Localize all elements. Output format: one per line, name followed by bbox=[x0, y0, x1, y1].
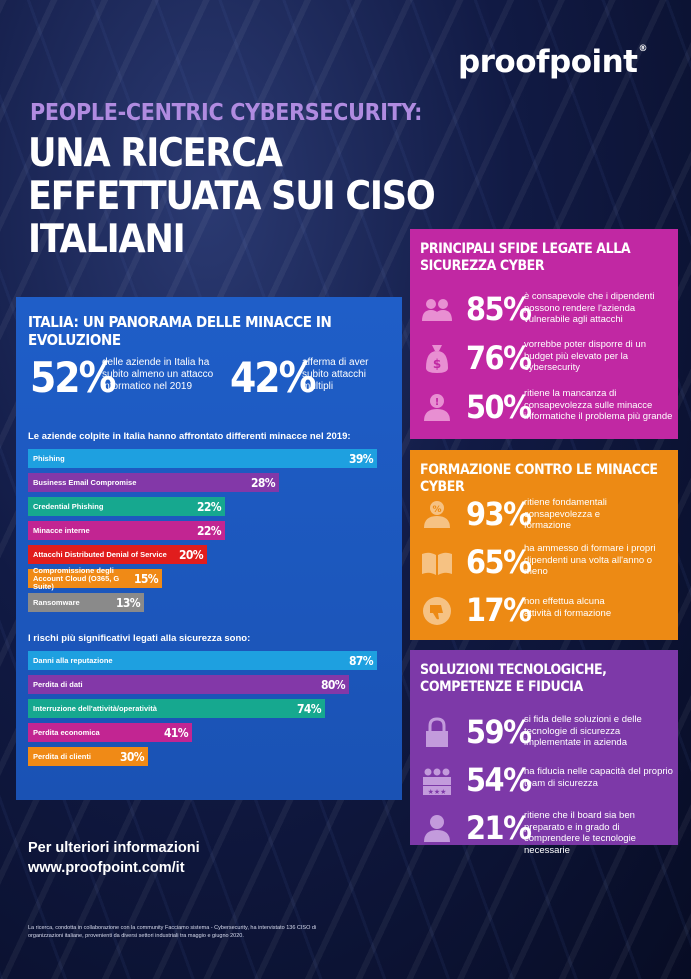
risk-bar-value: 30% bbox=[119, 749, 145, 764]
formazione-panel: FORMAZIONE CONTRO LE MINACCE CYBER % 93%… bbox=[410, 450, 678, 640]
eyebrow-title: PEOPLE-CENTRIC CYBERSECURITY: bbox=[30, 100, 423, 126]
formazione-row-yearly: 65% ha ammesso di formare i propri dipen… bbox=[418, 540, 674, 584]
sfide-panel-title: PRINCIPALI SFIDE LEGATE ALLA SICUREZZA C… bbox=[420, 241, 631, 274]
threat-bar-value: 15% bbox=[133, 571, 159, 586]
threat-bar-value: 28% bbox=[250, 475, 276, 490]
threat-bar-value: 22% bbox=[196, 523, 222, 538]
risk-bar: Perdita economica 41% bbox=[28, 723, 192, 742]
formazione-text-2: ha ammesso di formare i propri dipendent… bbox=[524, 543, 656, 577]
stat-attacked-text: delle aziende in Italia ha subito almeno… bbox=[102, 357, 214, 392]
threat-bar: Compromissione degli Account Cloud (O365… bbox=[28, 565, 162, 591]
svg-text:!: ! bbox=[435, 397, 440, 408]
risk-bar-value: 87% bbox=[348, 653, 374, 668]
threat-bar-label: Compromissione degli Account Cloud (O365… bbox=[33, 565, 120, 591]
stat-attacked-value: 52% bbox=[30, 353, 116, 402]
soluzioni-panel: SOLUZIONI TECNOLOGICHE, COMPETENZE E FID… bbox=[410, 650, 678, 856]
sfide-value-2: 76% bbox=[466, 339, 532, 377]
formazione-value-1: 93% bbox=[466, 495, 532, 533]
threat-bar-label: Phishing bbox=[33, 453, 65, 463]
sfide-row-awareness: ! 50% ritiene la mancanza di consapevole… bbox=[418, 385, 674, 429]
threat-bar: Ransomware 13% bbox=[28, 593, 144, 612]
sfide-value-3: 50% bbox=[466, 388, 532, 426]
svg-text:%: % bbox=[432, 505, 441, 515]
logo-text: proofpoint bbox=[457, 44, 638, 80]
formazione-text-1: ritiene fondamentali consapevolezza e fo… bbox=[524, 497, 607, 531]
soluzioni-text-3: ritiene che il board sia ben preparato e… bbox=[524, 810, 636, 856]
threat-bar: Business Email Compromise 28% bbox=[28, 473, 279, 492]
threat-bar-value: 22% bbox=[196, 499, 222, 514]
threat-bar-label: Ransomware bbox=[33, 597, 80, 607]
risk-bar-label: Danni alla reputazione bbox=[33, 655, 113, 665]
risk-bar-value: 74% bbox=[296, 701, 322, 716]
threat-bar-value: 20% bbox=[178, 547, 204, 562]
soluzioni-value-3: 21% bbox=[466, 809, 532, 847]
formazione-text-3: non effettua alcuna attività di formazio… bbox=[524, 596, 612, 619]
italia-panel-title: ITALIA: UN PANORAMA DELLE MINACCE IN EVO… bbox=[28, 313, 332, 349]
footer-info: Per ulteriori informazioni www.proofpoin… bbox=[28, 838, 200, 878]
thumbs-down-icon bbox=[423, 597, 451, 625]
formazione-row-none: 17% non effettua alcuna attività di form… bbox=[418, 588, 674, 632]
soluzioni-text-1: si fida delle soluzioni e delle tecnolog… bbox=[524, 714, 642, 748]
risk-bar: Perdita di dati 80% bbox=[28, 675, 349, 694]
footer-url-link[interactable]: www.proofpoint.com/it bbox=[28, 860, 185, 876]
page-title: UNA RICERCA EFFETTUATA SUI CISO ITALIANI bbox=[28, 131, 436, 262]
threat-bar: Credential Phishing 22% bbox=[28, 497, 225, 516]
risk-bar-label: Perdita economica bbox=[33, 727, 100, 737]
risk-bar-value: 41% bbox=[163, 725, 189, 740]
risk-bar-label: Interruzione dell'attività/operatività bbox=[33, 703, 157, 713]
person-percent-icon: % bbox=[424, 501, 450, 528]
risks-chart-title: I rischi più significativi legati alla s… bbox=[28, 633, 251, 644]
threat-bar-label: Minacce interne bbox=[33, 525, 90, 535]
formazione-value-3: 17% bbox=[466, 591, 532, 629]
person-alert-icon: ! bbox=[424, 394, 450, 421]
sfide-value-1: 85% bbox=[466, 290, 532, 328]
stat-multiple-text: afferma di aver subito attacchi multipli bbox=[302, 357, 369, 392]
money-bag-icon: $ bbox=[426, 345, 448, 373]
sfide-text-2: vorrebbe poter disporre di un budget più… bbox=[524, 339, 646, 373]
threat-bar-label: Credential Phishing bbox=[33, 501, 104, 511]
italia-panel: ITALIA: UN PANORAMA DELLE MINACCE IN EVO… bbox=[16, 297, 402, 800]
soluzioni-value-2: 54% bbox=[466, 761, 532, 799]
footer-info-label: Per ulteriori informazioni bbox=[28, 840, 200, 856]
sfide-row-employees: 85% è consapevole che i dipendenti posso… bbox=[418, 287, 674, 331]
people-icon bbox=[422, 299, 452, 321]
risk-bar-label: Perdita di dati bbox=[33, 679, 83, 689]
risk-bar: Danni alla reputazione 87% bbox=[28, 651, 377, 670]
soluzioni-row-board: 21% ritiene che il board sia ben prepara… bbox=[418, 806, 674, 856]
threat-bar: Attacchi Distributed Denial of Service 20… bbox=[28, 545, 207, 564]
padlock-icon bbox=[426, 717, 448, 747]
book-icon bbox=[422, 552, 452, 575]
person-icon bbox=[424, 815, 450, 842]
formazione-row-awareness: % 93% ritiene fondamentali consapevolezz… bbox=[418, 492, 674, 536]
soluzioni-value-1: 59% bbox=[466, 713, 532, 751]
risk-bar: Perdita di clienti 30% bbox=[28, 747, 148, 766]
threat-bar-value: 13% bbox=[115, 595, 141, 610]
soluzioni-panel-title: SOLUZIONI TECNOLOGICHE, COMPETENZE E FID… bbox=[420, 662, 607, 695]
soluzioni-row-team: ★★★ 54% ha fiducia nelle capacità del pr… bbox=[418, 758, 674, 802]
team-stars-icon: ★★★ bbox=[423, 768, 451, 796]
formazione-panel-title: FORMAZIONE CONTRO LE MINACCE CYBER bbox=[420, 462, 658, 495]
sfide-panel: PRINCIPALI SFIDE LEGATE ALLA SICUREZZA C… bbox=[410, 229, 678, 439]
risk-bar: Interruzione dell'attività/operatività 74… bbox=[28, 699, 325, 718]
threat-bar: Minacce interne 22% bbox=[28, 521, 225, 540]
threat-bar-label: Attacchi Distributed Denial of Service bbox=[33, 549, 167, 559]
risk-bar-value: 80% bbox=[320, 677, 346, 692]
threats-chart-title: Le aziende colpite in Italia hanno affro… bbox=[28, 431, 351, 442]
svg-text:★★★: ★★★ bbox=[428, 788, 447, 796]
svg-text:$: $ bbox=[433, 357, 441, 371]
threat-bar: Phishing 39% bbox=[28, 449, 377, 468]
registered-mark: ® bbox=[638, 44, 648, 54]
threat-bar-value: 39% bbox=[348, 451, 374, 466]
sfide-row-budget: $ 76% vorrebbe poter disporre di un budg… bbox=[418, 336, 674, 380]
sfide-text-1: è consapevole che i dipendenti possono r… bbox=[524, 291, 655, 325]
footer-note: La ricerca, condotta in collaborazione c… bbox=[28, 925, 317, 939]
soluzioni-text-2: ha fiducia nelle capacità del proprio te… bbox=[524, 766, 673, 789]
sfide-text-3: ritiene la mancanza di consapevolezza su… bbox=[524, 388, 673, 422]
stat-multiple-value: 42% bbox=[230, 353, 316, 402]
risk-bar-label: Perdita di clienti bbox=[33, 751, 91, 761]
threat-bar-label: Business Email Compromise bbox=[33, 477, 137, 487]
soluzioni-row-trust-tech: 59% si fida delle soluzioni e delle tecn… bbox=[418, 710, 674, 754]
formazione-value-2: 65% bbox=[466, 543, 532, 581]
proofpoint-logo[interactable]: proofpoint® bbox=[457, 44, 648, 80]
